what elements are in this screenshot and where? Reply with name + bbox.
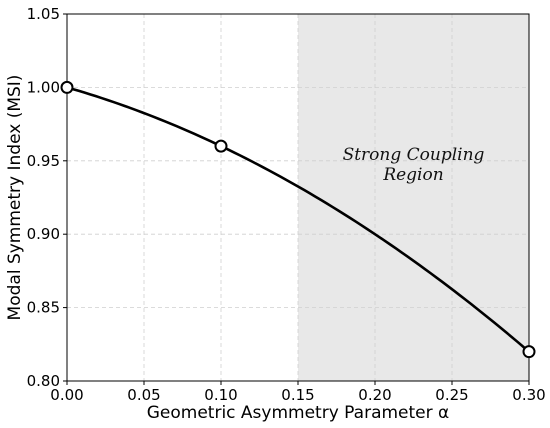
- x-tick-label: 0.25: [435, 386, 468, 404]
- x-tick-label: 0.20: [358, 386, 391, 404]
- shaded-region: [298, 14, 529, 381]
- x-tick-label: 0.00: [50, 386, 83, 404]
- region-label: Strong Coupling: [343, 145, 485, 165]
- y-tick-label: 1.05: [27, 5, 60, 23]
- series-line: [66, 86, 530, 353]
- y-tick-label: 0.80: [27, 372, 60, 390]
- y-tick-label: 1.00: [27, 78, 60, 96]
- y-tick-label: 0.85: [27, 299, 60, 317]
- x-tick-label: 0.15: [281, 386, 314, 404]
- x-tick-label: 0.30: [512, 386, 545, 404]
- curve-layer: [66, 86, 530, 353]
- x-tick-label: 0.10: [204, 386, 237, 404]
- marker-layer: [60, 80, 536, 359]
- x-axis-title: Geometric Asymmetry Parameter α: [147, 403, 449, 423]
- y-axis-title: Modal Symmetry Index (MSI): [5, 75, 25, 321]
- y-tick-label: 0.90: [27, 225, 60, 243]
- data-point: [214, 139, 228, 153]
- shaded-region-layer: [298, 14, 529, 381]
- region-label: Region: [382, 165, 443, 185]
- tick-layer: 0.00 0.05 0.10 0.15 0.20 0.25 0.30 0.80 0.85 0.90…: [27, 5, 546, 404]
- data-point: [522, 345, 536, 359]
- y-tick-label: 0.95: [27, 152, 60, 170]
- x-tick-label: 0.05: [127, 386, 160, 404]
- data-point: [60, 80, 74, 94]
